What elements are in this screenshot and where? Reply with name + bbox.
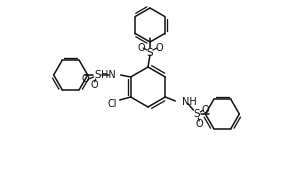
- Text: O: O: [155, 43, 163, 53]
- Text: NH: NH: [182, 97, 197, 107]
- Text: O: O: [202, 105, 209, 115]
- Text: S: S: [94, 70, 101, 80]
- Text: O: O: [82, 74, 90, 84]
- Text: S: S: [147, 48, 153, 58]
- Text: O: O: [91, 80, 99, 90]
- Text: O: O: [195, 119, 203, 129]
- Text: Cl: Cl: [108, 99, 117, 109]
- Text: O: O: [137, 43, 145, 53]
- Text: S: S: [193, 109, 200, 119]
- Text: HN: HN: [101, 70, 116, 80]
